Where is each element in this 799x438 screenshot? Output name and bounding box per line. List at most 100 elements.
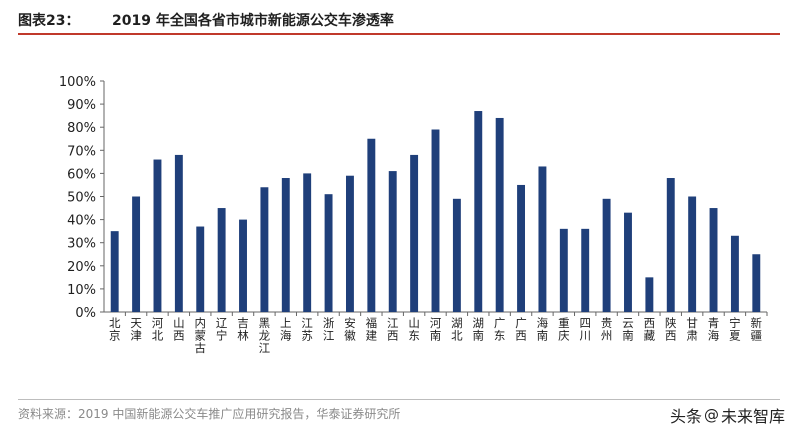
x-tick-label: 北	[109, 316, 121, 330]
x-tick-label: 西	[173, 329, 185, 343]
x-tick-label: 贵	[601, 316, 613, 330]
y-tick-label: 90%	[67, 98, 96, 113]
x-tick-label: 京	[109, 329, 121, 343]
bar	[688, 196, 697, 312]
chart-title: 2019 年全国各省市城市新能源公交车渗透率	[112, 13, 394, 29]
x-tick-label: 南	[430, 329, 442, 343]
footer-divider	[18, 399, 780, 400]
title-divider	[18, 33, 780, 35]
x-tick-label: 广	[515, 316, 527, 330]
bar	[132, 196, 141, 312]
x-tick-label: 龙	[259, 329, 271, 343]
chart-header: 图表23： 2019 年全国各省市城市新能源公交车渗透率	[0, 0, 799, 36]
x-tick-label: 青	[708, 316, 720, 330]
watermark-at: @	[703, 406, 719, 424]
y-tick-label: 60%	[67, 167, 96, 182]
bar	[624, 212, 632, 312]
x-tick-label: 川	[579, 329, 591, 343]
bar	[495, 117, 504, 313]
x-tick-label: 山	[408, 316, 420, 330]
bar	[666, 178, 675, 312]
x-tick-label: 河	[152, 316, 164, 330]
bar	[559, 228, 568, 312]
x-tick-label: 苏	[301, 329, 313, 343]
bar	[345, 175, 354, 312]
x-tick-label: 广	[494, 316, 506, 330]
x-tick-label: 夏	[729, 329, 741, 343]
bar	[281, 178, 290, 312]
x-tick-label: 福	[366, 316, 378, 330]
y-tick-label: 70%	[67, 144, 96, 159]
x-tick-label: 肃	[686, 329, 698, 343]
x-tick-label: 云	[622, 316, 634, 330]
x-tick-label: 建	[366, 329, 378, 343]
x-tick-label: 湖	[473, 316, 485, 330]
x-tick-label: 上	[280, 316, 292, 330]
bar	[174, 154, 183, 312]
bar	[452, 198, 461, 312]
x-tick-label: 西	[515, 329, 527, 343]
bar	[517, 184, 526, 312]
x-tick-label: 古	[194, 341, 206, 355]
y-tick-label: 40%	[67, 214, 96, 229]
bar	[431, 129, 440, 312]
x-tick-label: 北	[152, 329, 164, 343]
y-tick-label: 80%	[67, 121, 96, 136]
watermark-prefix: 头条	[669, 407, 702, 426]
x-tick-label: 海	[537, 316, 549, 330]
x-tick-label: 疆	[751, 329, 763, 343]
x-tick-label: 黑	[259, 316, 271, 330]
x-tick-label: 江	[301, 316, 313, 330]
bar	[410, 154, 419, 312]
x-tick-label: 吉	[237, 316, 249, 330]
x-tick-label: 安	[344, 316, 356, 330]
bar	[581, 228, 590, 312]
x-tick-label: 山	[173, 316, 185, 330]
bar	[752, 254, 761, 312]
x-tick-label: 浙	[323, 316, 335, 330]
x-tick-label: 西	[644, 316, 656, 330]
x-tick-label: 南	[622, 329, 634, 343]
x-tick-label: 甘	[686, 316, 698, 330]
figure-label: 图表23：	[18, 13, 80, 29]
x-tick-label: 西	[387, 329, 399, 343]
x-tick-label: 州	[601, 329, 613, 343]
y-tick-label: 20%	[67, 260, 96, 275]
x-tick-label: 东	[408, 329, 420, 343]
bar	[196, 226, 205, 312]
x-tick-label: 陕	[665, 316, 677, 330]
y-tick-label: 30%	[67, 237, 96, 252]
bar	[367, 138, 376, 312]
x-tick-label: 海	[708, 329, 720, 343]
bar	[388, 171, 397, 312]
x-tick-label: 宁	[216, 329, 228, 343]
y-tick-label: 50%	[67, 191, 96, 206]
x-tick-label: 南	[473, 329, 485, 343]
x-tick-label: 林	[237, 329, 249, 343]
x-tick-label: 西	[665, 329, 677, 343]
bar-chart: 0%10%20%30%40%50%60%70%80%90%100%北京天津河北山…	[59, 75, 768, 355]
x-tick-label: 庆	[558, 329, 570, 343]
x-tick-label: 辽	[216, 316, 228, 330]
bar	[538, 166, 547, 312]
bar	[324, 194, 333, 312]
bar	[474, 111, 483, 312]
bar	[645, 277, 654, 312]
watermark: 头条 @ 未来智库	[670, 403, 785, 427]
bar	[730, 235, 739, 312]
x-tick-label: 蒙	[194, 329, 206, 343]
x-tick-label: 海	[280, 329, 292, 343]
bar	[303, 173, 312, 312]
watermark-name: 未来智库	[720, 407, 785, 426]
bar	[217, 208, 226, 312]
bar	[260, 187, 269, 312]
x-tick-label: 重	[558, 316, 570, 330]
x-tick-label: 宁	[729, 316, 741, 330]
y-tick-label: 0%	[75, 306, 96, 321]
source-note: 资料来源：2019 中国新能源公交车推广应用研究报告，华泰证券研究所	[18, 407, 401, 421]
x-tick-label: 徽	[344, 329, 356, 343]
x-tick-label: 天	[130, 316, 142, 330]
x-tick-label: 新	[751, 316, 763, 330]
bar	[239, 219, 247, 312]
x-tick-label: 津	[130, 329, 142, 343]
